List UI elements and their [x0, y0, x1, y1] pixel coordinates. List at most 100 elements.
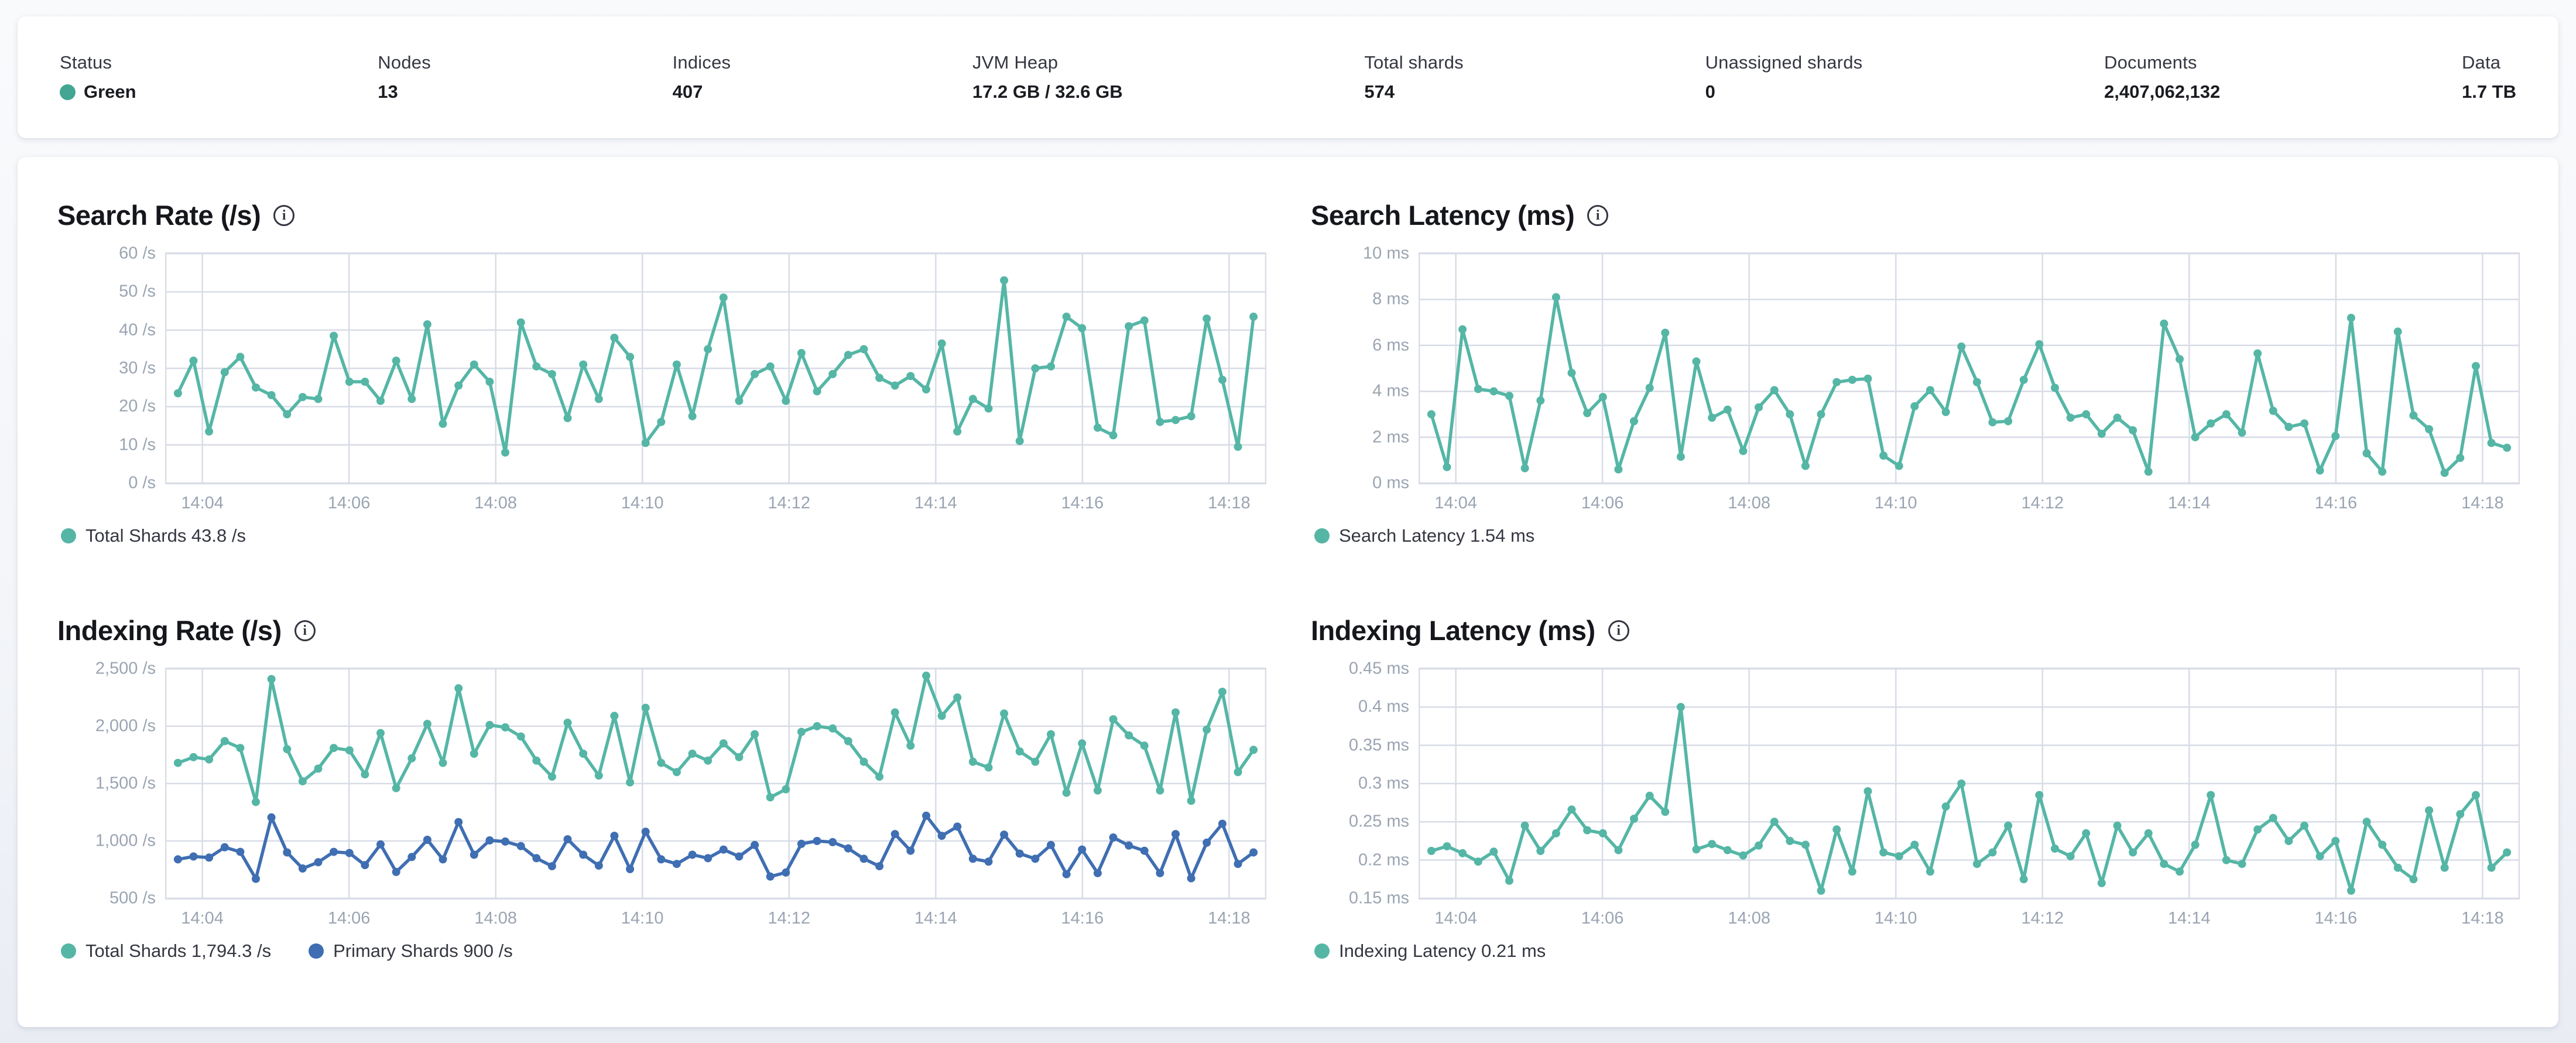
y-axis: 0.15 ms 0.2 ms 0.25 ms 0.3 ms 0.35 ms 0.4 ms 0… — [1310, 659, 1419, 908]
y-tick-label: 50 /s — [119, 282, 156, 301]
x-axis: 14:04 14:06 14:08 14:10 14:12 14:14 14:16 14:18 — [1419, 484, 2520, 515]
y-tick-label: 0.45 ms — [1348, 659, 1409, 678]
x-tick-label: 14:18 — [2461, 909, 2504, 928]
legend-item[interactable]: Search Latency 1.54 ms — [1314, 525, 1534, 546]
x-tick-label: 14:10 — [1874, 909, 1917, 928]
x-tick-label: 14:14 — [914, 909, 957, 928]
y-tick-label: 2,500 /s — [95, 659, 156, 678]
y-axis: 0 /s 10 /s 20 /s 30 /s 40 /s 50 /s 60 /s — [56, 244, 165, 493]
x-tick-label: 14:08 — [1728, 494, 1770, 512]
y-tick-label: 2,000 /s — [95, 716, 156, 736]
y-tick-label: 10 ms — [1363, 244, 1409, 263]
chart-search-rate: Search Rate (/s) i 0 /s 10 /s 20 /s 30 /s 40… — [56, 191, 1266, 583]
x-tick-label: 14:18 — [2461, 494, 2504, 512]
y-tick-label: 60 /s — [119, 244, 156, 263]
x-tick-label: 14:16 — [1061, 909, 1104, 928]
legend-item[interactable]: Total Shards 1,794.3 /s — [61, 941, 271, 962]
y-tick-label: 40 /s — [119, 320, 156, 340]
legend: Total Shards 1,794.3 /s Primary Shards 90… — [61, 941, 1266, 962]
chart-title: Search Latency (ms) — [1311, 200, 1575, 231]
x-tick-label: 14:16 — [1061, 494, 1104, 512]
plot-area[interactable] — [165, 252, 1266, 484]
metric-status: Status Green — [60, 52, 136, 102]
y-axis: 500 /s 1,000 /s 1,500 /s 2,000 /s 2,500 /s — [56, 659, 165, 908]
chart-title: Search Rate (/s) — [57, 200, 261, 231]
metric-documents: Documents 2,407,062,132 — [2104, 52, 2220, 102]
metric-label: Documents — [2104, 52, 2197, 73]
metric-label: JVM Heap — [972, 52, 1059, 73]
metric-label: Status — [60, 52, 112, 73]
y-tick-label: 0.2 ms — [1358, 850, 1409, 870]
x-tick-label: 14:14 — [2168, 909, 2211, 928]
x-tick-label: 14:12 — [2021, 494, 2064, 512]
x-tick-label: 14:08 — [474, 494, 517, 512]
x-axis: 14:04 14:06 14:08 14:10 14:12 14:14 14:16 14:18 — [165, 484, 1266, 515]
metric-value: 1.7 TB — [2461, 81, 2516, 102]
x-tick-label: 14:12 — [2021, 909, 2064, 928]
y-tick-label: 20 /s — [119, 396, 156, 416]
x-tick-label: 14:16 — [2314, 909, 2358, 928]
plot-area[interactable] — [1419, 252, 2520, 484]
legend: Search Latency 1.54 ms — [1314, 525, 2520, 546]
metric-value: 2,407,062,132 — [2104, 81, 2221, 102]
metric-label: Indices — [672, 52, 731, 73]
metric-total-shards: Total shards 574 — [1364, 52, 1464, 102]
info-icon[interactable]: i — [1587, 204, 1609, 226]
x-tick-label: 14:12 — [768, 909, 811, 928]
legend-item[interactable]: Primary Shards 900 /s — [309, 941, 513, 962]
legend-label: Search Latency 1.54 ms — [1339, 525, 1535, 546]
legend-dot-icon — [309, 943, 324, 959]
legend: Indexing Latency 0.21 ms — [1314, 941, 2520, 962]
y-tick-label: 6 ms — [1372, 336, 1409, 355]
x-tick-label: 14:18 — [1208, 909, 1251, 928]
y-axis: 0 ms 2 ms 4 ms 6 ms 8 ms 10 ms — [1310, 244, 1419, 493]
legend-item[interactable]: Indexing Latency 0.21 ms — [1314, 941, 1546, 962]
info-icon[interactable]: i — [273, 204, 295, 226]
legend-label: Indexing Latency 0.21 ms — [1339, 941, 1546, 961]
metric-value: 574 — [1364, 81, 1395, 102]
legend: Total Shards 43.8 /s — [61, 525, 1266, 546]
x-axis: 14:04 14:06 14:08 14:10 14:12 14:14 14:16 14:18 — [165, 900, 1266, 930]
legend-label: Primary Shards 900 /s — [333, 941, 513, 961]
plot-area[interactable] — [1419, 668, 2520, 900]
y-tick-label: 10 /s — [119, 435, 156, 454]
y-tick-label: 500 /s — [109, 888, 156, 908]
info-icon[interactable]: i — [294, 620, 316, 641]
metric-value: 0 — [1705, 81, 1715, 102]
cluster-status-bar: Status Green Nodes 13 Indices 407 JVM He… — [18, 16, 2558, 138]
metric-label: Data — [2461, 52, 2501, 73]
y-tick-label: 0.15 ms — [1348, 888, 1409, 908]
metrics-charts-panel: Search Rate (/s) i 0 /s 10 /s 20 /s 30 /s 40… — [18, 157, 2558, 1027]
x-tick-label: 14:12 — [768, 494, 811, 512]
metric-value: Green — [84, 81, 136, 102]
info-icon[interactable]: i — [1608, 620, 1629, 641]
x-tick-label: 14:08 — [474, 909, 517, 928]
x-axis: 14:04 14:06 14:08 14:10 14:12 14:14 14:16 14:18 — [1419, 900, 2520, 930]
x-tick-label: 14:04 — [181, 494, 224, 512]
x-tick-label: 14:18 — [1208, 494, 1251, 512]
plot-area[interactable] — [165, 668, 1266, 900]
chart-indexing-rate: Indexing Rate (/s) i 500 /s 1,000 /s 1,500… — [56, 606, 1266, 998]
x-tick-label: 14:08 — [1728, 909, 1770, 928]
y-tick-label: 0.3 ms — [1358, 774, 1409, 793]
y-tick-label: 0.25 ms — [1348, 812, 1409, 831]
metric-label: Total shards — [1364, 52, 1464, 73]
legend-dot-icon — [1314, 943, 1330, 959]
legend-label: Total Shards 1,794.3 /s — [85, 941, 272, 961]
metric-value: 17.2 GB / 32.6 GB — [972, 81, 1123, 102]
x-tick-label: 14:06 — [1581, 494, 1624, 512]
chart-indexing-latency: Indexing Latency (ms) i 0.15 ms 0.2 ms 0.2… — [1310, 606, 2520, 998]
x-tick-label: 14:06 — [1581, 909, 1624, 928]
metric-unassigned-shards: Unassigned shards 0 — [1705, 52, 1863, 102]
y-tick-label: 30 /s — [119, 358, 156, 378]
legend-dot-icon — [1314, 528, 1330, 543]
y-tick-label: 0 /s — [128, 473, 156, 493]
metric-value: 407 — [672, 81, 703, 102]
metric-label: Unassigned shards — [1705, 52, 1863, 73]
chart-title: Indexing Latency (ms) — [1311, 615, 1595, 646]
legend-item[interactable]: Total Shards 43.8 /s — [61, 525, 246, 546]
metric-value: 13 — [378, 81, 398, 102]
metric-indices: Indices 407 — [673, 52, 731, 102]
metric-jvm-heap: JVM Heap 17.2 GB / 32.6 GB — [972, 52, 1123, 102]
legend-label: Total Shards 43.8 /s — [85, 525, 246, 546]
